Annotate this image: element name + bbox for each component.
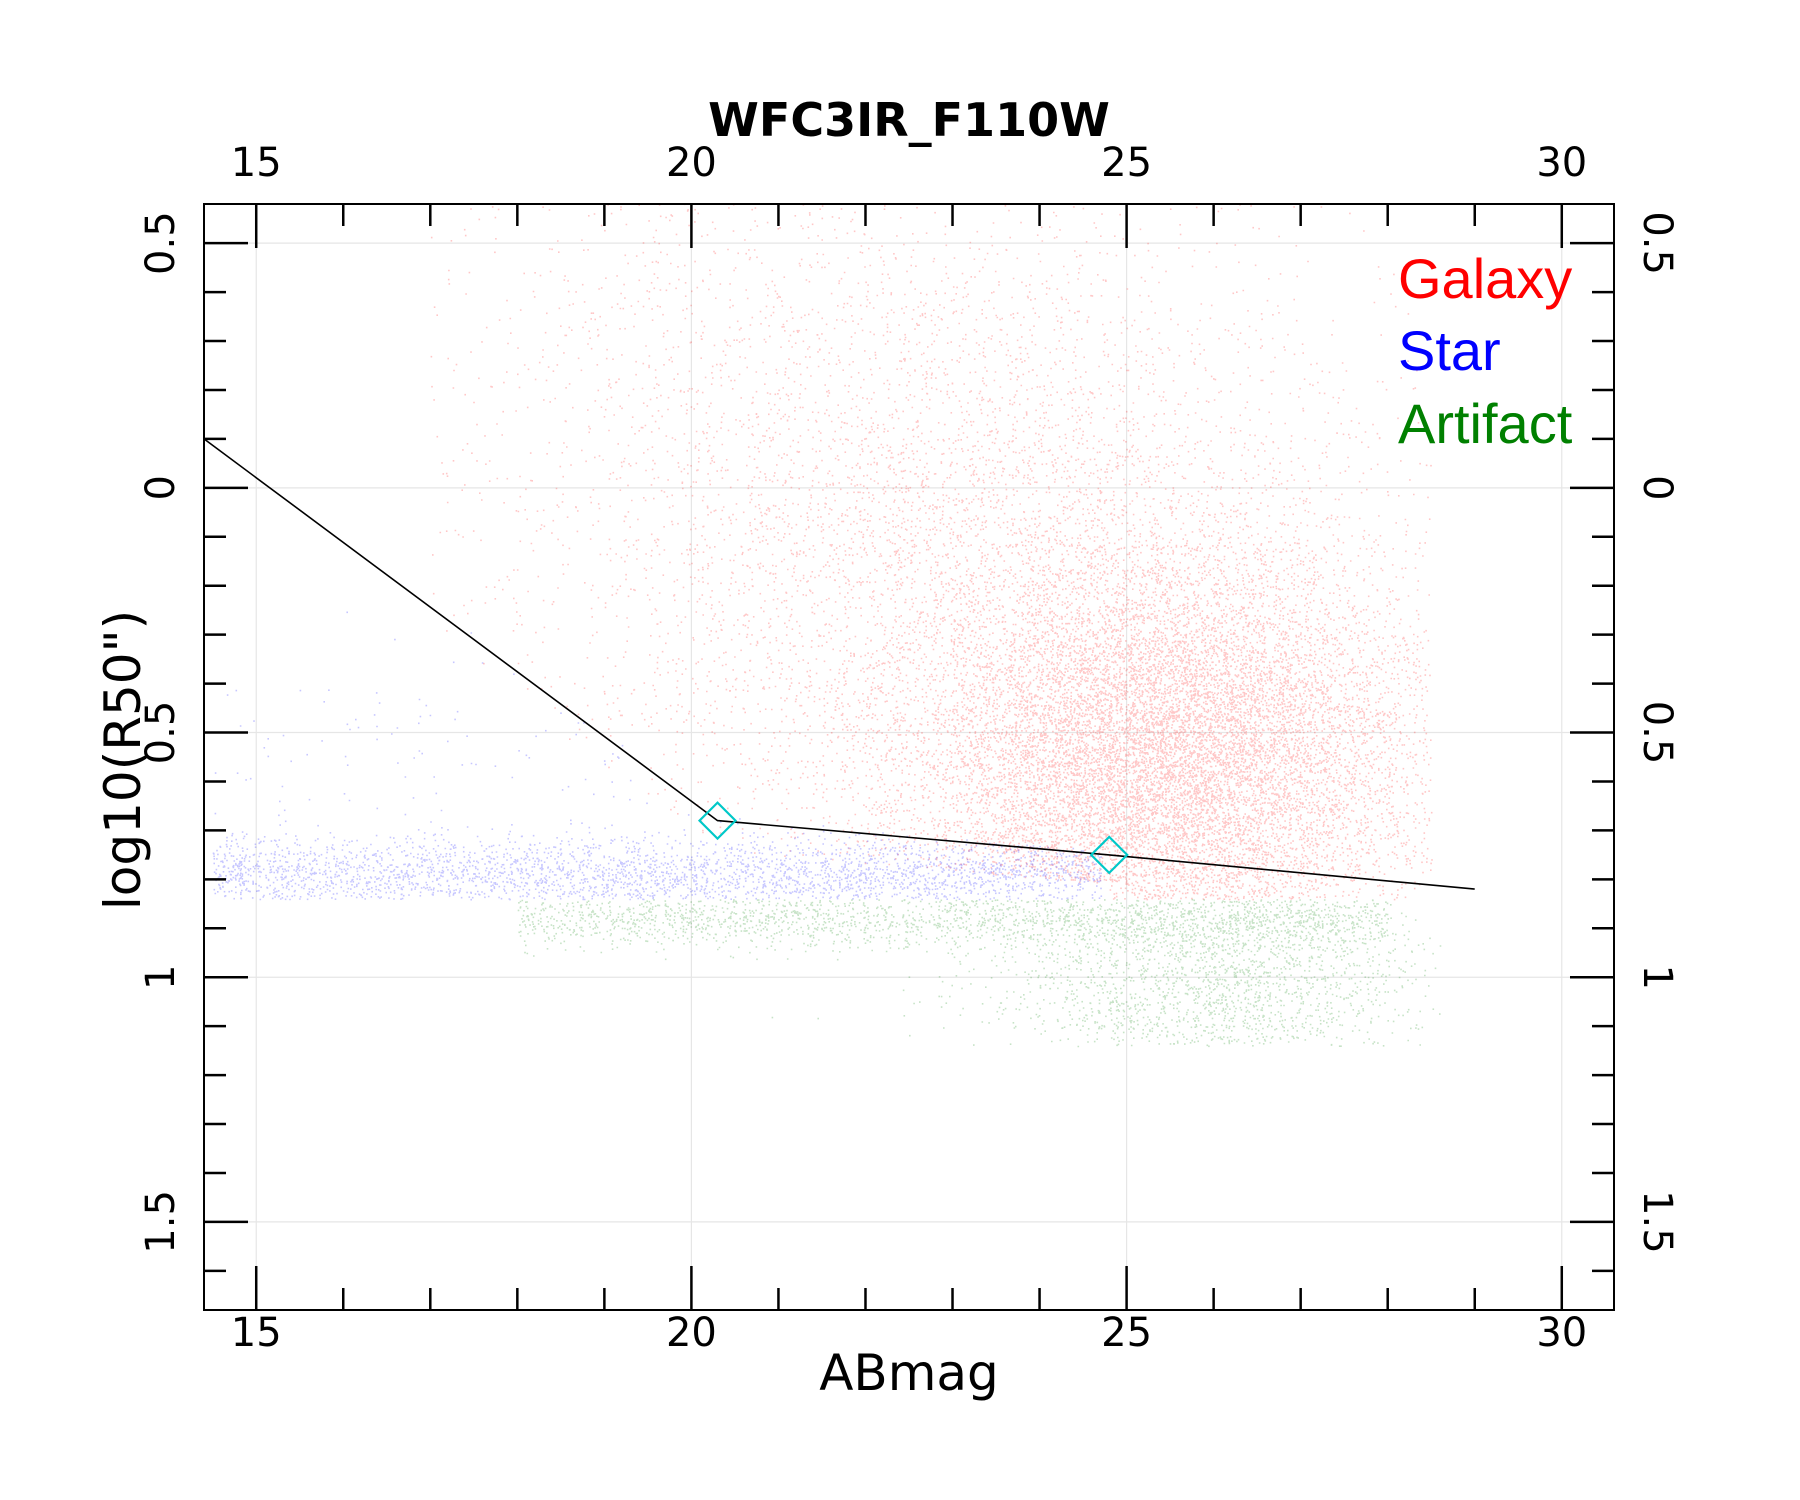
legend-entry-star: Star [1398,319,1501,382]
x-axis-label: ABmag [819,1344,999,1402]
chart-title: WFC3IR_F110W [708,93,1110,147]
y-tick-label-left: 0.5 [138,211,184,275]
x-tick-label-bottom: 15 [231,1310,282,1356]
y-tick-label-right: 0 [1634,475,1680,500]
boundary [204,438,1475,890]
x-tick-label-bottom: 30 [1536,1310,1587,1356]
y-tick-label-right: 1.5 [1634,1190,1680,1254]
x-tick-label-top: 15 [231,140,282,186]
legend-entry-galaxy: Galaxy [1398,247,1572,310]
boundary-marker-0 [697,801,738,841]
y-axis-label: log10(R50") [94,610,152,910]
y-tick-label-right: 1 [1634,964,1680,989]
x-tick-label-top: 25 [1101,140,1152,186]
legend-entry-artifact: Artifact [1398,392,1573,455]
boundary-line [204,438,1475,890]
plot-frame [203,203,1615,1311]
y-tick-label-right: 0.5 [1634,701,1680,765]
points-star [212,611,1103,901]
y-tick-label-left: 0.5 [138,701,184,765]
series-star [212,611,1103,901]
y-tick-label-left: 1 [138,964,184,989]
series-artifact [517,898,1442,1048]
y-tick-label-left: 1.5 [138,1190,184,1254]
points-galaxy [430,204,1433,901]
series-galaxy [430,204,1433,901]
y-tick-label-right: 0.5 [1634,211,1680,275]
x-tick-label-top: 30 [1536,140,1587,186]
legend: Galaxy Star Artifact [1398,247,1573,455]
y-tick-label-left: 0 [138,475,184,500]
x-tick-label-bottom: 25 [1101,1310,1152,1356]
x-tick-label-bottom: 20 [666,1310,717,1356]
axis-ticks: 15 15 20 20 25 25 30 30 0.5 0.5 0 0 0.5 0.5 1 1 1.5 1.5 [138,140,1680,1356]
x-tick-label-top: 20 [666,140,717,186]
boundary-marker-1 [1089,835,1129,875]
data-points [212,204,1442,1048]
points-artifact [517,898,1442,1048]
grid [204,204,1614,1310]
